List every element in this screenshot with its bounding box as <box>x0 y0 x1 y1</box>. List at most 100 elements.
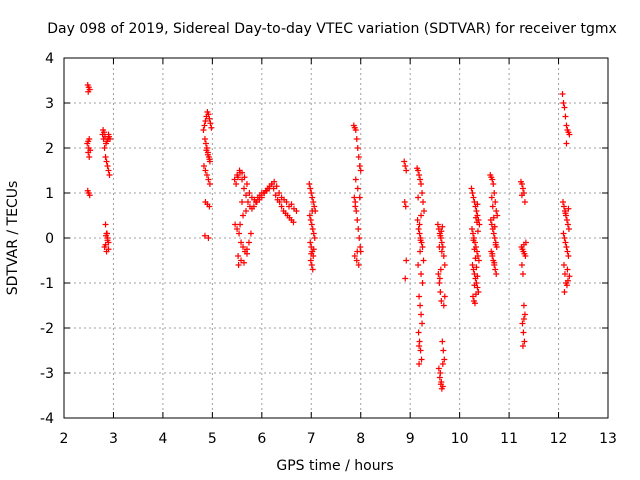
data-point <box>102 154 109 160</box>
data-point <box>560 262 567 268</box>
data-point <box>309 208 316 214</box>
data-point <box>356 163 363 169</box>
x-tick-label: 11 <box>500 431 518 447</box>
data-point <box>419 320 426 327</box>
data-point <box>308 250 315 257</box>
data-point <box>308 221 315 228</box>
data-point <box>491 190 498 196</box>
data-point <box>474 273 481 280</box>
data-point <box>243 181 250 187</box>
data-point <box>355 262 362 268</box>
data-point <box>490 181 497 187</box>
data-point <box>419 244 426 250</box>
data-point <box>494 212 501 219</box>
data-point <box>250 203 257 210</box>
data-point <box>522 253 529 259</box>
data-point <box>416 221 423 228</box>
y-tick-label: -3 <box>40 366 54 382</box>
data-point <box>238 239 245 246</box>
data-point <box>439 223 446 230</box>
data-point <box>437 266 444 273</box>
data-point <box>418 271 425 277</box>
data-point <box>86 154 93 160</box>
data-point <box>438 239 445 246</box>
data-point <box>235 262 242 268</box>
x-tick-label: 10 <box>451 431 469 447</box>
data-point <box>101 145 108 151</box>
data-point <box>234 226 241 232</box>
data-point <box>416 343 423 349</box>
data-point <box>206 181 213 187</box>
data-point <box>102 241 109 248</box>
data-point <box>420 199 427 205</box>
data-point <box>519 343 526 349</box>
data-point <box>415 262 422 268</box>
data-point <box>489 203 496 210</box>
y-tick-label: 4 <box>45 51 54 67</box>
data-point <box>471 246 478 253</box>
data-point <box>205 235 212 241</box>
data-point <box>491 259 498 266</box>
x-tick-label: 8 <box>356 431 365 447</box>
x-tick-label: 9 <box>406 431 415 447</box>
data-point <box>490 214 497 221</box>
data-point <box>441 293 448 300</box>
y-tick-labels: -4 -3 -2 -1 0 1 2 3 4 <box>40 51 54 427</box>
data-point <box>205 176 212 183</box>
y-tick-label: -1 <box>40 276 54 292</box>
data-point <box>240 212 247 219</box>
x-tick-label: 2 <box>60 431 69 447</box>
data-point <box>521 338 528 345</box>
data-point <box>564 221 571 228</box>
data-point <box>246 190 253 196</box>
data-point <box>85 149 92 156</box>
data-point <box>562 239 569 246</box>
data-point <box>86 192 93 199</box>
x-tick-label: 5 <box>208 431 217 447</box>
data-point <box>417 347 424 354</box>
data-point <box>351 253 358 259</box>
data-point <box>417 176 424 183</box>
data-point <box>416 293 423 300</box>
data-point <box>563 282 570 289</box>
data-point <box>436 275 443 282</box>
data-point <box>521 311 528 318</box>
data-point <box>438 379 445 385</box>
data-point <box>415 329 422 336</box>
data-point <box>200 163 207 169</box>
data-point <box>437 232 444 239</box>
data-point <box>310 199 317 205</box>
data-point <box>239 199 246 205</box>
data-point <box>306 212 313 219</box>
data-point <box>438 228 445 235</box>
data-point <box>470 237 477 244</box>
data-point <box>418 212 425 219</box>
data-point <box>473 219 480 226</box>
data-point <box>560 100 567 106</box>
x-axis-label: GPS time / hours <box>276 458 393 474</box>
data-point <box>354 185 361 192</box>
data-point <box>207 120 214 127</box>
data-point <box>417 302 424 309</box>
data-point <box>106 172 113 178</box>
data-point <box>354 217 361 223</box>
data-point <box>561 289 568 295</box>
data-point <box>473 264 480 271</box>
data-point <box>351 194 358 201</box>
data-point <box>561 235 568 241</box>
data-point <box>401 199 408 205</box>
data-point <box>354 145 361 151</box>
data-point <box>440 347 447 354</box>
data-point <box>492 241 499 248</box>
data-point <box>415 167 422 174</box>
data-point <box>563 140 570 147</box>
data-point <box>472 255 479 262</box>
data-point <box>206 156 213 163</box>
data-point <box>436 244 443 250</box>
x-tick-label: 13 <box>599 431 617 447</box>
chart-title: Day 098 of 2019, Sidereal Day-to-day VTE… <box>47 21 617 37</box>
data-point <box>415 194 422 201</box>
data-point <box>474 228 481 235</box>
data-point <box>416 361 423 367</box>
data-point <box>239 176 246 183</box>
